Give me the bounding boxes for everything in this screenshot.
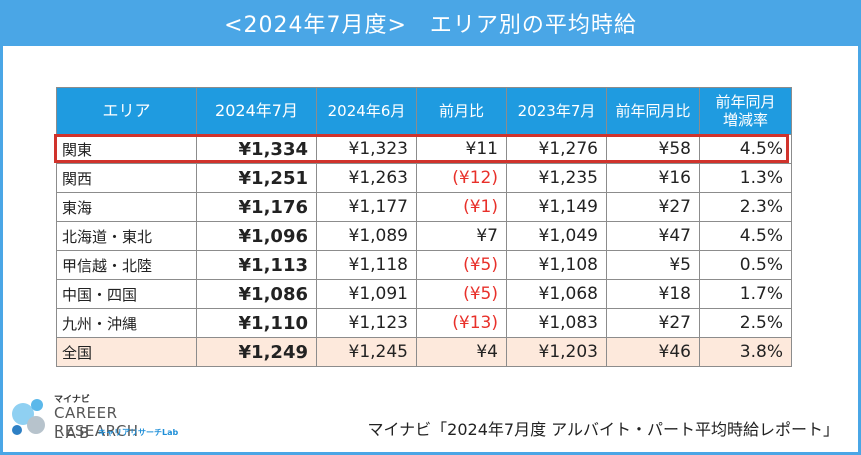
source-caption: マイナビ「2024年7月度 アルバイト・パート平均時給レポート」 xyxy=(367,420,839,439)
cell-mom: (¥5) xyxy=(416,279,507,309)
logo-brand-line2: LAB xyxy=(54,424,93,442)
logo-sub-text: キャリアリサーチLab xyxy=(98,428,179,437)
cell-mom: (¥12) xyxy=(416,163,507,193)
cell-yoy: ¥18 xyxy=(606,279,700,309)
table-row: 九州・沖縄 ¥1,110 ¥1,123 (¥13) ¥1,083 ¥27 2.5% xyxy=(56,308,792,338)
cell-jul2024: ¥1,110 xyxy=(196,308,317,338)
cell-jun2024: ¥1,263 xyxy=(316,163,417,193)
cell-jul2024: ¥1,113 xyxy=(196,250,317,280)
cell-mom: (¥1) xyxy=(416,192,507,222)
cell-yoy: ¥47 xyxy=(606,221,700,251)
logo-bubbles-icon xyxy=(12,399,45,435)
cell-jul2024: ¥1,176 xyxy=(196,192,317,222)
table-row: 東海 ¥1,176 ¥1,177 (¥1) ¥1,149 ¥27 2.3% xyxy=(56,192,792,222)
table-row: 北海道・東北 ¥1,096 ¥1,089 ¥7 ¥1,049 ¥47 4.5% xyxy=(56,221,792,251)
header-jun2024: 2024年6月 xyxy=(316,87,417,135)
cell-area: 九州・沖縄 xyxy=(56,308,197,338)
cell-jul2023: ¥1,068 xyxy=(506,279,607,309)
cell-yoy-rate: 2.5% xyxy=(699,308,792,338)
cell-area: 東海 xyxy=(56,192,197,222)
cell-area: 北海道・東北 xyxy=(56,221,197,251)
cell-jul2023: ¥1,108 xyxy=(506,250,607,280)
cell-jun2024: ¥1,123 xyxy=(316,308,417,338)
cell-jul2024: ¥1,334 xyxy=(196,134,317,164)
cell-mom: ¥4 xyxy=(416,337,507,367)
table-header-row: エリア 2024年7月 2024年6月 前月比 2023年7月 前年同月比 前年… xyxy=(56,87,792,135)
cell-area: 関東 xyxy=(56,134,197,164)
cell-jun2024: ¥1,091 xyxy=(316,279,417,309)
header-area: エリア xyxy=(56,87,197,135)
cell-area: 甲信越・北陸 xyxy=(56,250,197,280)
header-jul2024: 2024年7月 xyxy=(196,87,317,135)
page-title: <2024年7月度> エリア別の平均時給 xyxy=(0,0,861,46)
cell-area: 中国・四国 xyxy=(56,279,197,309)
cell-yoy: ¥5 xyxy=(606,250,700,280)
cell-yoy-rate: 4.5% xyxy=(699,221,792,251)
cell-yoy: ¥27 xyxy=(606,308,700,338)
header-jul2023: 2023年7月 xyxy=(506,87,607,135)
logo-brand-line1: CAREER RESEARCH xyxy=(54,404,139,440)
cell-yoy: ¥46 xyxy=(606,337,700,367)
cell-yoy-rate: 4.5% xyxy=(699,134,792,164)
table-row: 関西 ¥1,251 ¥1,263 (¥12) ¥1,235 ¥16 1.3% xyxy=(56,163,792,193)
cell-jul2023: ¥1,203 xyxy=(506,337,607,367)
cell-jun2024: ¥1,118 xyxy=(316,250,417,280)
cell-yoy-rate: 0.5% xyxy=(699,250,792,280)
logo: マイナビ CAREER RESEARCH LAB キャリアリサーチLab xyxy=(6,392,206,448)
cell-yoy-rate: 2.3% xyxy=(699,192,792,222)
table-row: 甲信越・北陸 ¥1,113 ¥1,118 (¥5) ¥1,108 ¥5 0.5% xyxy=(56,250,792,280)
cell-yoy: ¥27 xyxy=(606,192,700,222)
cell-area: 全国 xyxy=(56,337,197,367)
cell-jul2023: ¥1,235 xyxy=(506,163,607,193)
cell-jul2023: ¥1,083 xyxy=(506,308,607,338)
cell-jul2023: ¥1,049 xyxy=(506,221,607,251)
cell-jul2023: ¥1,149 xyxy=(506,192,607,222)
cell-jul2024: ¥1,096 xyxy=(196,221,317,251)
table-row: 中国・四国 ¥1,086 ¥1,091 (¥5) ¥1,068 ¥18 1.7% xyxy=(56,279,792,309)
cell-yoy-rate: 1.3% xyxy=(699,163,792,193)
cell-mom: (¥13) xyxy=(416,308,507,338)
header-yoy-rate: 前年同月 増減率 xyxy=(699,87,792,135)
cell-jun2024: ¥1,323 xyxy=(316,134,417,164)
wage-table: エリア 2024年7月 2024年6月 前月比 2023年7月 前年同月比 前年… xyxy=(56,87,792,367)
header-mom: 前月比 xyxy=(416,87,507,135)
cell-jul2023: ¥1,276 xyxy=(506,134,607,164)
table-row: 全国 ¥1,249 ¥1,245 ¥4 ¥1,203 ¥46 3.8% xyxy=(56,337,792,367)
cell-mom: ¥11 xyxy=(416,134,507,164)
cell-mom: (¥5) xyxy=(416,250,507,280)
cell-jun2024: ¥1,245 xyxy=(316,337,417,367)
cell-yoy-rate: 3.8% xyxy=(699,337,792,367)
cell-yoy-rate: 1.7% xyxy=(699,279,792,309)
cell-mom: ¥7 xyxy=(416,221,507,251)
cell-jun2024: ¥1,089 xyxy=(316,221,417,251)
table-row: 関東 ¥1,334 ¥1,323 ¥11 ¥1,276 ¥58 4.5% xyxy=(56,134,792,164)
cell-yoy: ¥16 xyxy=(606,163,700,193)
cell-jul2024: ¥1,086 xyxy=(196,279,317,309)
logo-small-text: マイナビ xyxy=(54,395,90,405)
cell-area: 関西 xyxy=(56,163,197,193)
cell-yoy: ¥58 xyxy=(606,134,700,164)
cell-jul2024: ¥1,249 xyxy=(196,337,317,367)
cell-jul2024: ¥1,251 xyxy=(196,163,317,193)
cell-jun2024: ¥1,177 xyxy=(316,192,417,222)
header-yoy: 前年同月比 xyxy=(606,87,700,135)
